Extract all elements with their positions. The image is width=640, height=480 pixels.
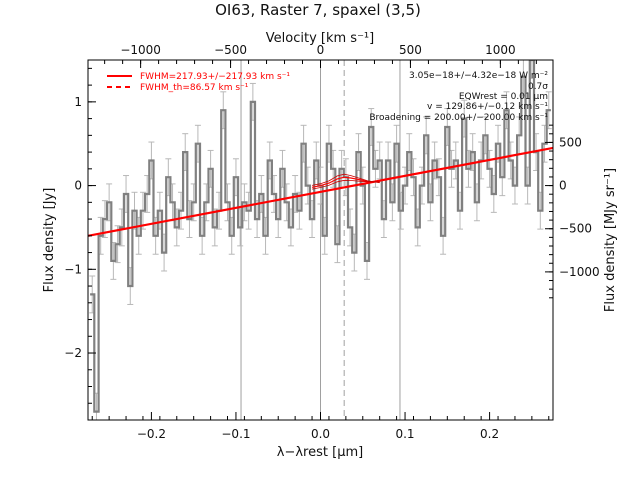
continuum-fit-line xyxy=(88,146,553,237)
x-tick-label: 0.2 xyxy=(480,427,499,441)
plot-area xyxy=(88,60,553,420)
right-tick-label: −500 xyxy=(559,222,592,236)
annotation-text: EQWrest = 0.01 μm xyxy=(459,92,548,102)
right-tick-label: 500 xyxy=(559,135,582,149)
y-tick-label: −2 xyxy=(64,346,82,360)
x-tick-label: −0.2 xyxy=(137,427,166,441)
annotation-text: v = 129.86+/−0.12 km s⁻¹ xyxy=(427,102,548,112)
legend-entry: FWHM=217.93+/−217.93 km s⁻¹ xyxy=(140,72,290,82)
y-axis-label-right: Flux density [MJy sr⁻¹] xyxy=(603,168,618,312)
y-axis-label-left: Flux density [Jy] xyxy=(42,188,57,293)
legend: FWHM=217.93+/−217.93 km s⁻¹FWHM_th=86.57… xyxy=(107,72,290,93)
y-tick-label: −1 xyxy=(64,262,82,276)
right-tick-label: 0 xyxy=(559,179,567,193)
x-tick-label: 0.0 xyxy=(311,427,330,441)
line-fit-curve xyxy=(311,176,380,188)
line-fit-envelope xyxy=(311,179,380,190)
top-tick-label: 500 xyxy=(399,43,422,57)
top-tick-label: 1000 xyxy=(485,43,516,57)
line-fit-envelope xyxy=(311,173,380,186)
top-tick-label: 0 xyxy=(317,43,325,57)
top-tick-label: −1000 xyxy=(120,43,161,57)
top-tick-label: −500 xyxy=(214,43,247,57)
axes: −0.2 −0.1 0.0 0.1 0.2 −1000 −500 0 500 1000 −2 −1 0 1… xyxy=(64,43,599,441)
x-axis-label: λ−λrest [μm] xyxy=(277,445,363,460)
chart-title: OI63, Raster 7, spaxel (3,5) xyxy=(215,1,421,19)
x-tick-label: 0.1 xyxy=(395,427,414,441)
right-tick-label: −1000 xyxy=(559,265,600,279)
annotation-text: Broadening = 200.00+/−200.00 km s⁻¹ xyxy=(369,113,548,123)
y-tick-label: 0 xyxy=(74,179,82,193)
x-tick-label: −0.1 xyxy=(221,427,250,441)
annotation-text: 0.7σ xyxy=(528,82,548,92)
top-axis-label: Velocity [km s⁻¹] xyxy=(266,31,374,46)
plot-inner xyxy=(88,60,553,420)
legend-entry: FWHM_th=86.57 km s⁻¹ xyxy=(140,83,249,93)
y-tick-label: 1 xyxy=(74,95,82,109)
annotation-text: 3.05e−18+/−4.32e−18 W m⁻² xyxy=(409,71,548,81)
